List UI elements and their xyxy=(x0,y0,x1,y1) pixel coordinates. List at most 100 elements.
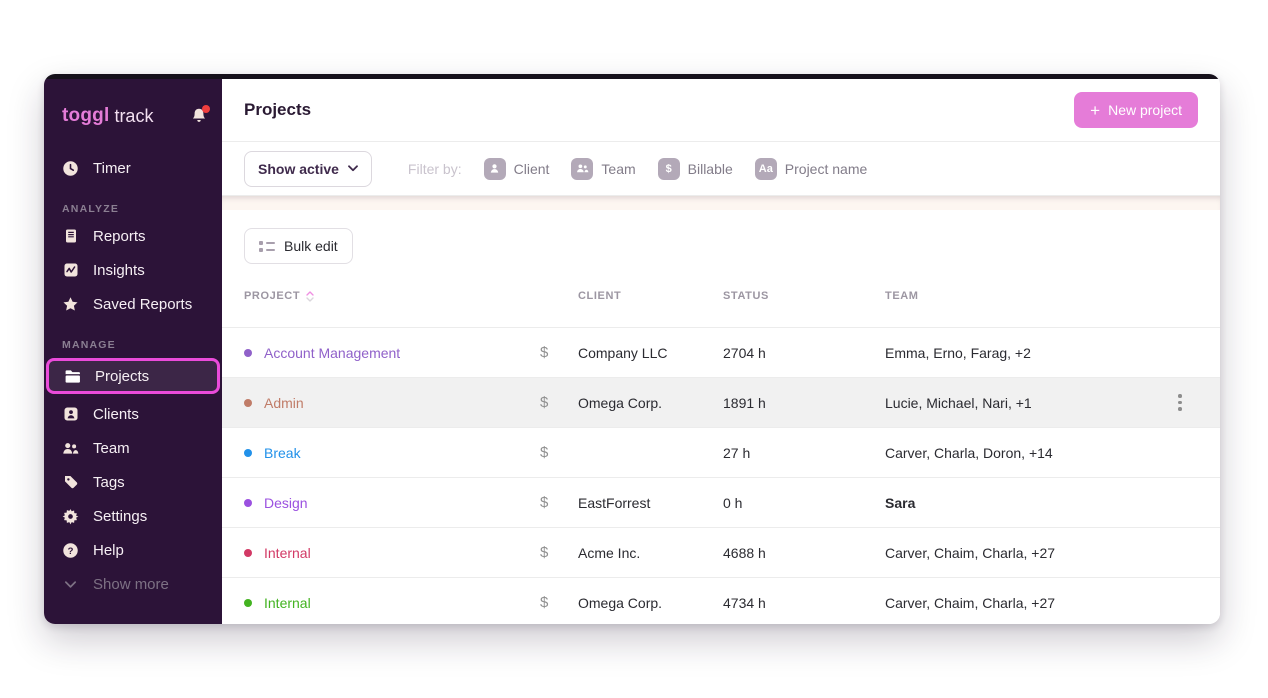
column-header-team[interactable]: TEAM xyxy=(885,290,1162,302)
status-cell: 27 h xyxy=(723,445,885,461)
sort-icon[interactable] xyxy=(306,291,314,302)
main-content: Projects + New project Show active Filte… xyxy=(222,79,1220,624)
svg-text:?: ? xyxy=(68,545,74,556)
client-cell: Acme Inc. xyxy=(578,545,723,561)
project-color-dot xyxy=(244,349,252,357)
project-name-link[interactable]: Internal xyxy=(264,595,311,611)
project-name-link[interactable]: Account Management xyxy=(264,345,400,361)
billable-dollar-icon: $ xyxy=(540,594,578,611)
show-active-dropdown[interactable]: Show active xyxy=(244,151,372,187)
sidebar-section-analyze: ANALYZE xyxy=(44,203,222,215)
team-cell: Carver, Chaim, Charla, +27 xyxy=(885,545,1162,561)
insights-icon xyxy=(62,262,79,279)
page-header: Projects + New project xyxy=(222,79,1220,142)
table-row[interactable]: Account Management $ Company LLC 2704 h … xyxy=(222,327,1220,377)
sidebar-item-saved-reports[interactable]: Saved Reports xyxy=(44,287,222,321)
sidebar-item-show-more[interactable]: Show more xyxy=(44,567,222,601)
sidebar-item-label: Help xyxy=(93,542,124,559)
team-cell: Carver, Charla, Doron, +14 xyxy=(885,445,1162,461)
text-icon: Aa xyxy=(755,158,777,180)
project-cell: Design xyxy=(244,495,540,511)
team-cell: Lucie, Michael, Nari, +1 xyxy=(885,395,1162,411)
sidebar-item-settings[interactable]: Settings xyxy=(44,499,222,533)
folder-icon xyxy=(64,368,81,385)
table-row[interactable]: Internal $ Acme Inc. 4688 h Carver, Chai… xyxy=(222,527,1220,577)
new-project-label: New project xyxy=(1108,102,1182,118)
status-cell: 4688 h xyxy=(723,545,885,561)
sidebar-item-label: Tags xyxy=(93,474,125,491)
billable-dollar-icon: $ xyxy=(540,344,578,361)
project-cell: Internal xyxy=(244,545,540,561)
table-row[interactable]: Break $ 27 h Carver, Charla, Doron, +14 xyxy=(222,427,1220,477)
filter-chip-team[interactable]: Team xyxy=(571,158,635,180)
section-divider-strip xyxy=(222,196,1220,210)
logo: toggl track xyxy=(44,79,222,127)
sidebar-item-team[interactable]: Team xyxy=(44,431,222,465)
chevron-down-icon xyxy=(348,165,358,172)
team-cell: Sara xyxy=(885,495,1162,511)
project-cell: Internal xyxy=(244,595,540,611)
status-cell: 4734 h xyxy=(723,595,885,611)
project-cell: Break xyxy=(244,445,540,461)
sidebar-item-label: Timer xyxy=(93,160,131,177)
gear-icon xyxy=(62,508,79,525)
billable-dollar-icon: $ xyxy=(540,494,578,511)
team-cell: Emma, Erno, Farag, +2 xyxy=(885,345,1162,361)
sidebar-item-reports[interactable]: Reports xyxy=(44,219,222,253)
sidebar-item-timer[interactable]: Timer xyxy=(44,151,222,185)
notification-dot xyxy=(202,105,210,113)
sidebar-item-label: Clients xyxy=(93,406,139,423)
column-header-status[interactable]: STATUS xyxy=(723,290,885,302)
bulk-edit-label: Bulk edit xyxy=(284,238,338,254)
table-row[interactable]: Admin $ Omega Corp. 1891 h Lucie, Michae… xyxy=(222,377,1220,427)
column-header-project[interactable]: PROJECT xyxy=(244,290,578,302)
project-name-link[interactable]: Internal xyxy=(264,545,311,561)
project-name-link[interactable]: Break xyxy=(264,445,301,461)
new-project-button[interactable]: + New project xyxy=(1074,92,1198,128)
projects-table-section: Bulk edit PROJECT CLIENT STATUS TEAM xyxy=(222,210,1220,624)
status-cell: 0 h xyxy=(723,495,885,511)
filter-chip-label: Billable xyxy=(688,161,733,177)
filter-chip-billable[interactable]: $ Billable xyxy=(658,158,733,180)
sidebar-item-label: Show more xyxy=(93,576,169,593)
sidebar-section-manage: MANAGE xyxy=(44,339,222,351)
logo-track: track xyxy=(114,106,153,127)
row-menu-icon[interactable] xyxy=(1162,394,1198,411)
column-header-client[interactable]: CLIENT xyxy=(578,290,723,302)
sidebar-item-label: Saved Reports xyxy=(93,296,192,313)
project-color-dot xyxy=(244,399,252,407)
billable-dollar-icon: $ xyxy=(540,544,578,561)
sidebar-item-insights[interactable]: Insights xyxy=(44,253,222,287)
project-name-link[interactable]: Admin xyxy=(264,395,304,411)
project-name-link[interactable]: Design xyxy=(264,495,308,511)
billable-dollar-icon: $ xyxy=(540,394,578,411)
filter-chip-label: Project name xyxy=(785,161,867,177)
table-row[interactable]: Internal $ Omega Corp. 4734 h Carver, Ch… xyxy=(222,577,1220,624)
people-icon xyxy=(571,158,593,180)
client-cell: Omega Corp. xyxy=(578,395,723,411)
status-cell: 2704 h xyxy=(723,345,885,361)
chevron-down-icon xyxy=(62,576,79,593)
sidebar-item-label: Settings xyxy=(93,508,147,525)
sidebar-item-tags[interactable]: Tags xyxy=(44,465,222,499)
sidebar-item-clients[interactable]: Clients xyxy=(44,397,222,431)
filter-chip-client[interactable]: Client xyxy=(484,158,550,180)
bulk-edit-button[interactable]: Bulk edit xyxy=(244,228,353,264)
project-color-dot xyxy=(244,499,252,507)
client-cell: Omega Corp. xyxy=(578,595,723,611)
client-icon xyxy=(62,406,79,423)
help-icon: ? xyxy=(62,542,79,559)
filter-chip-project-name[interactable]: Aa Project name xyxy=(755,158,867,180)
filter-bar: Show active Filter by: Client Team xyxy=(222,142,1220,196)
sidebar-item-label: Reports xyxy=(93,228,146,245)
notifications-bell-icon[interactable] xyxy=(190,107,208,125)
table-row[interactable]: Design $ EastForrest 0 h Sara xyxy=(222,477,1220,527)
filter-by-label: Filter by: xyxy=(408,161,462,177)
sidebar: toggl track Timer ANALYZE Reports xyxy=(44,79,222,624)
sidebar-item-help[interactable]: ? Help xyxy=(44,533,222,567)
billable-dollar-icon: $ xyxy=(540,444,578,461)
dollar-icon: $ xyxy=(658,158,680,180)
sidebar-item-projects[interactable]: Projects xyxy=(46,358,220,394)
sidebar-item-label: Team xyxy=(93,440,130,457)
filter-chip-label: Client xyxy=(514,161,550,177)
